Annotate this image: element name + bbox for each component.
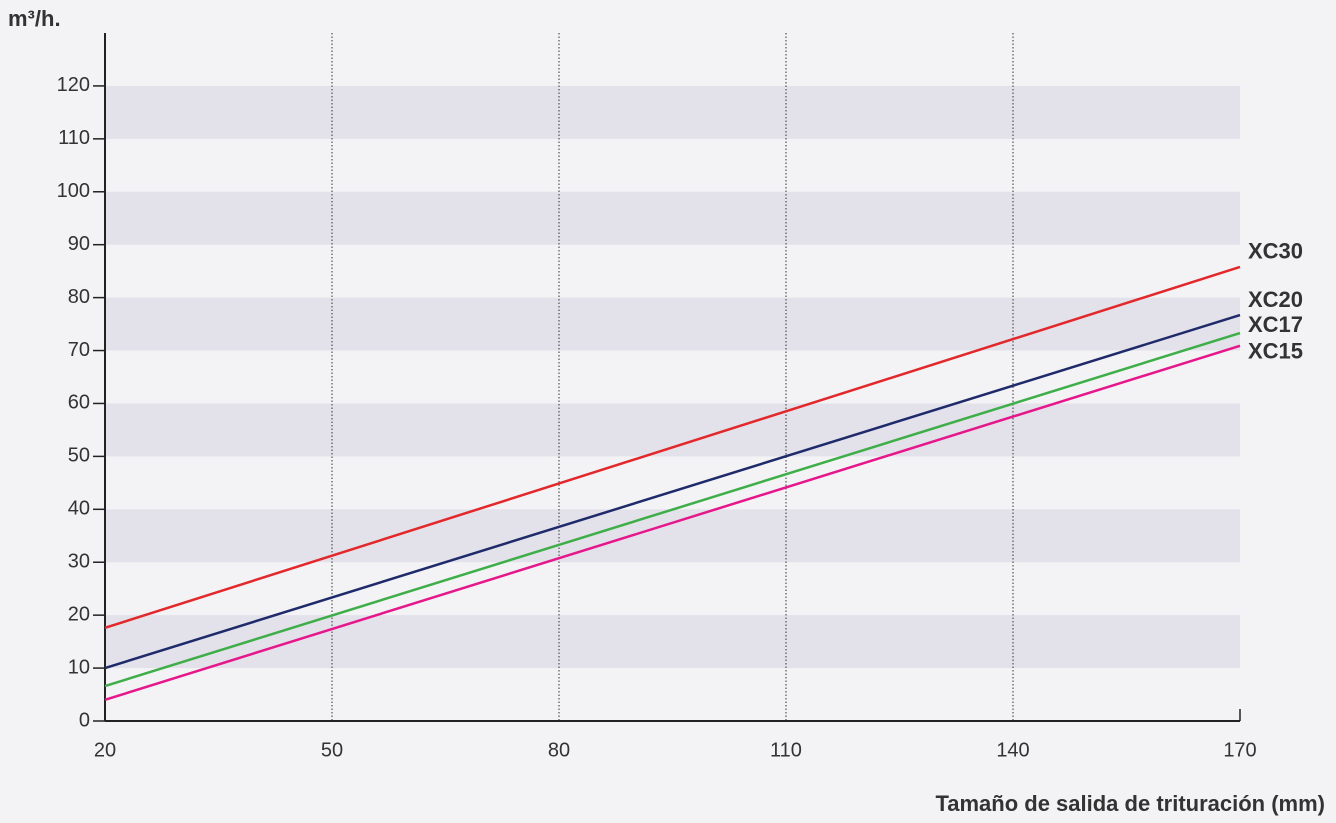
series-line: [104, 313, 1241, 670]
series-label: XC30: [1248, 239, 1303, 264]
y-tick-label: 20: [68, 603, 90, 625]
series-label: XC20: [1248, 287, 1303, 312]
grid-band: [105, 509, 1240, 563]
series-line: [104, 331, 1241, 688]
y-axis-label: m³/h.: [8, 6, 61, 31]
series-line: [104, 265, 1241, 630]
x-tick-label: 20: [94, 739, 116, 761]
bands: [105, 85, 1240, 669]
y-tick-label: 70: [68, 339, 90, 361]
x-tick-label: 50: [321, 739, 343, 761]
y-tick-label: 50: [68, 445, 90, 467]
x-tick-label: 140: [996, 739, 1029, 761]
grid-band: [105, 615, 1240, 669]
grid-band: [105, 85, 1240, 139]
y-tick-label: 30: [68, 551, 90, 573]
x-tick-label: 170: [1223, 739, 1256, 761]
y-tick-label: 110: [58, 127, 90, 149]
series-label: XC15: [1248, 339, 1303, 364]
series-label: XC17: [1248, 312, 1303, 337]
y-tick-label: 10: [68, 656, 90, 678]
series-line: [104, 344, 1241, 702]
y-tick-label: 80: [68, 286, 90, 308]
x-tick-label: 80: [548, 739, 570, 761]
y-tick-label: 60: [68, 392, 90, 414]
y-tick-label: 120: [57, 74, 90, 96]
grid-band: [105, 297, 1240, 351]
grid-band: [105, 191, 1240, 245]
y-tick-label: 100: [57, 180, 90, 202]
x-tick-label: 110: [770, 739, 802, 761]
y-tick-label: 90: [68, 233, 90, 255]
x-axis-label: Tamaño de salida de trituración (mm): [935, 791, 1325, 816]
y-tick-label: 0: [79, 709, 90, 731]
y-tick-label: 40: [68, 498, 90, 520]
